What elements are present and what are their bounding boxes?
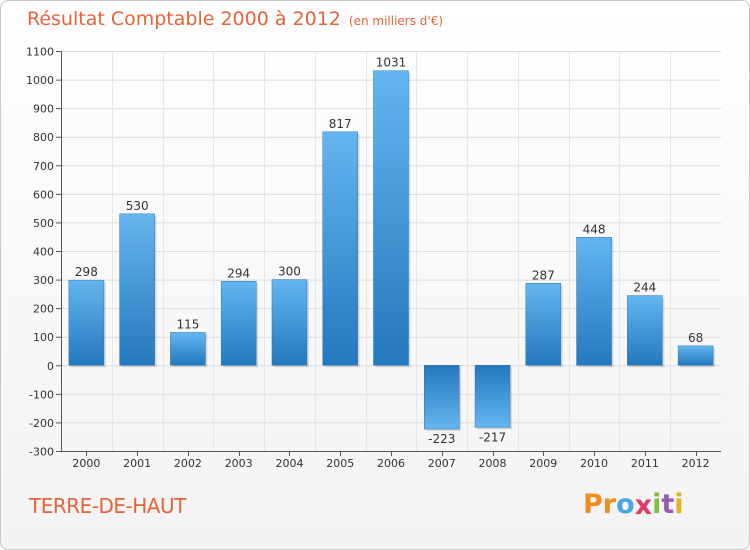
logo-letter: x bbox=[634, 490, 653, 521]
y-tick-label: 1100 bbox=[26, 46, 54, 59]
bar-2007 bbox=[424, 365, 460, 430]
bar-2012 bbox=[677, 345, 714, 366]
y-tick-label: 1000 bbox=[26, 74, 54, 87]
y-tick-label: 100 bbox=[33, 331, 54, 344]
x-tick-label-2003: 2003 bbox=[225, 457, 253, 470]
y-tick-label: -100 bbox=[29, 388, 54, 401]
town-name: TERRE-DE-HAUT bbox=[29, 494, 186, 518]
logo-letter: i bbox=[674, 489, 684, 520]
chart-title-text: Résultat Comptable 2000 à 2012 bbox=[27, 8, 341, 30]
x-tick-label-2004: 2004 bbox=[275, 457, 303, 470]
chart-subtitle: (en milliers d'€) bbox=[348, 14, 444, 28]
data-label-2003: 294 bbox=[227, 266, 250, 280]
data-label-2005: 817 bbox=[329, 117, 352, 131]
y-tick-label: 0 bbox=[47, 360, 54, 373]
data-label-2004: 300 bbox=[278, 265, 301, 279]
data-label-2001: 530 bbox=[126, 199, 149, 213]
y-tick-label: 400 bbox=[33, 246, 54, 259]
axes: 110010009008007006005004003002001000-100… bbox=[26, 46, 721, 470]
x-tick-label-2011: 2011 bbox=[631, 457, 659, 470]
bar-2003 bbox=[220, 281, 257, 366]
logo-letter: o bbox=[616, 489, 635, 520]
bar-2011 bbox=[627, 295, 663, 366]
y-tick-label: 600 bbox=[33, 188, 54, 201]
proxiti-logo[interactable]: Proxiti bbox=[583, 489, 684, 521]
y-tick-label: -300 bbox=[29, 446, 54, 459]
x-tick-label-2008: 2008 bbox=[479, 457, 507, 470]
data-label-2006: 1031 bbox=[376, 56, 407, 70]
chart-title: Résultat Comptable 2000 à 2012 (en millie… bbox=[27, 8, 443, 30]
x-tick-label-2010: 2010 bbox=[580, 457, 608, 470]
y-tick-label: 500 bbox=[33, 217, 54, 230]
data-label-2007: -223 bbox=[428, 432, 455, 446]
data-label-2011: 244 bbox=[633, 281, 656, 295]
x-tick-label-2002: 2002 bbox=[174, 457, 202, 470]
y-tick-label: 800 bbox=[33, 131, 54, 144]
data-label-2010: 448 bbox=[583, 222, 606, 236]
x-tick-label-2012: 2012 bbox=[682, 457, 710, 470]
logo-letter: i bbox=[652, 489, 662, 520]
data-label-2000: 298 bbox=[75, 265, 98, 279]
x-tick-label-2000: 2000 bbox=[72, 457, 100, 470]
bar-2008 bbox=[474, 365, 511, 428]
y-tick-label: 300 bbox=[33, 274, 54, 287]
y-tick-label: 900 bbox=[33, 103, 54, 116]
bar-2006 bbox=[373, 70, 409, 366]
data-labels: 298 530 115 294 300 817 1031 -223 -217 287 448 244 6… bbox=[75, 56, 703, 446]
x-tick-label-2005: 2005 bbox=[326, 457, 354, 470]
y-tick-label: 700 bbox=[33, 160, 54, 173]
x-tick-label-2006: 2006 bbox=[377, 457, 405, 470]
data-label-2009: 287 bbox=[532, 268, 555, 282]
data-label-2002: 115 bbox=[176, 317, 199, 331]
data-label-2012: 68 bbox=[688, 331, 703, 345]
bar-2002 bbox=[170, 332, 206, 366]
x-tick-label-2007: 2007 bbox=[428, 457, 456, 470]
bar-2000 bbox=[68, 279, 105, 366]
bar-2005 bbox=[322, 131, 358, 366]
bar-2009 bbox=[525, 283, 562, 366]
logo-letter: t bbox=[661, 489, 675, 520]
bar-2004 bbox=[271, 279, 308, 366]
logo-letter: P bbox=[583, 489, 603, 520]
logo-letter: r bbox=[602, 489, 617, 520]
bar-2001 bbox=[119, 213, 155, 366]
y-tick-label: -200 bbox=[29, 417, 54, 430]
x-tick-label-2001: 2001 bbox=[123, 457, 151, 470]
y-tick-label: 200 bbox=[33, 303, 54, 316]
x-tick-label-2009: 2009 bbox=[529, 457, 557, 470]
bars bbox=[68, 70, 716, 431]
bar-2010 bbox=[576, 237, 612, 366]
data-label-2008: -217 bbox=[479, 430, 506, 444]
